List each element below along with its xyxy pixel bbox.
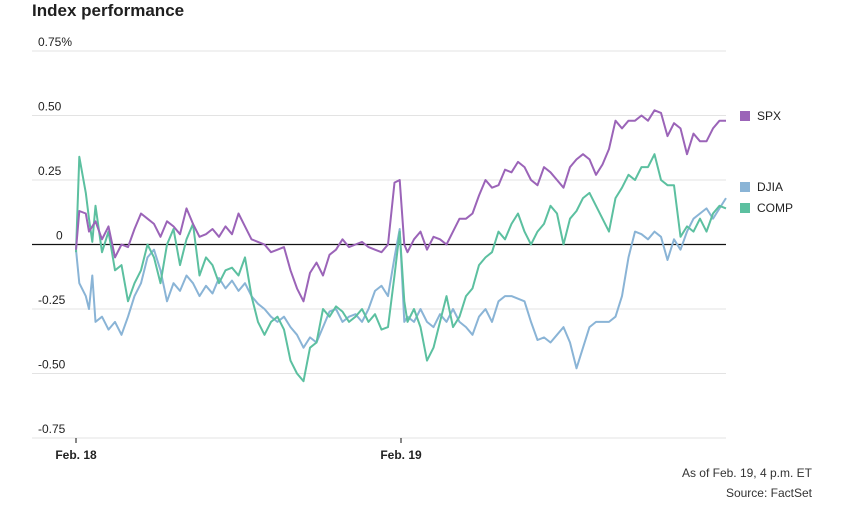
series-line-djia <box>75 197 727 370</box>
legend-swatch-comp <box>740 203 750 213</box>
source-note: Source: FactSet <box>725 486 812 500</box>
y-tick-label: 0.25 <box>38 164 62 178</box>
series-lines <box>75 109 727 383</box>
legend-label-comp: COMP <box>757 201 793 215</box>
y-tick-label: -0.25 <box>38 293 66 307</box>
y-tick-label: -0.50 <box>38 358 66 372</box>
as-of-note: As of Feb. 19, 4 p.m. ET <box>681 466 812 480</box>
y-tick-label: 0.75% <box>38 35 72 49</box>
legend-label-spx: SPX <box>757 109 781 123</box>
x-tick-label: Feb. 19 <box>380 448 422 462</box>
y-tick-label: 0.50 <box>38 100 62 114</box>
x-tick-label: Feb. 18 <box>55 448 97 462</box>
legend: SPX DJIA COMP <box>740 109 793 215</box>
y-tick-label: -0.75 <box>38 422 66 436</box>
y-tick-label: 0 <box>56 229 63 243</box>
x-axis-ticks: Feb. 18 Feb. 19 <box>55 438 422 462</box>
grid-lines <box>32 50 726 439</box>
chart-title: Index performance <box>32 1 185 20</box>
series-line-spx <box>75 109 726 303</box>
legend-swatch-spx <box>740 111 750 121</box>
series-line-comp <box>75 153 727 383</box>
legend-swatch-djia <box>740 182 750 192</box>
y-axis-ticks: 0.75% 0.50 0.25 0 -0.25 -0.50 -0.75 <box>38 35 72 436</box>
legend-label-djia: DJIA <box>757 180 783 194</box>
